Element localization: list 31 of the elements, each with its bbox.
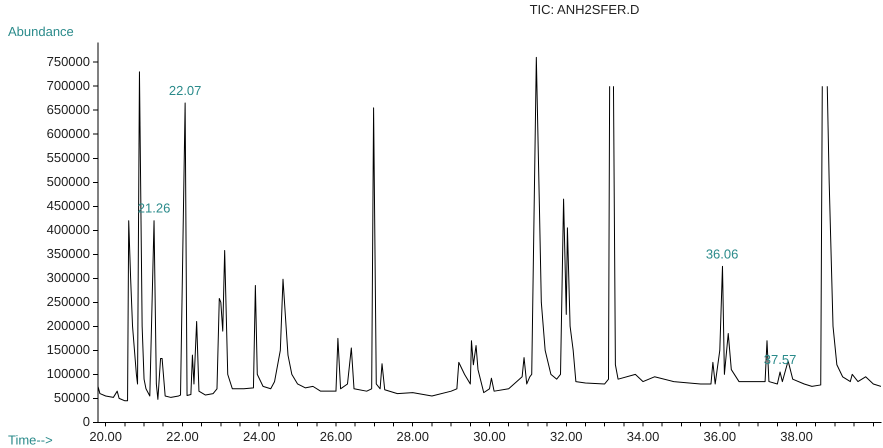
annotation: 22.07 — [168, 83, 202, 98]
y-tick-label: 100000 — [46, 366, 90, 381]
y-tick-label: 0 — [82, 414, 90, 429]
annotation: 36.06 — [706, 246, 738, 262]
x-tick-label: 36.00 — [704, 428, 736, 444]
x-tick-label: 28.00 — [396, 428, 430, 444]
y-tick-label: 600000 — [46, 126, 90, 141]
y-tick-label: 150000 — [46, 342, 90, 357]
x-axis-title: Time--> — [8, 432, 53, 448]
x-tick-label: 30.00 — [473, 428, 506, 444]
y-tick-label: 750000 — [46, 54, 90, 69]
x-tick-label: 20.00 — [89, 428, 122, 444]
y-tick-label: 250000 — [46, 294, 90, 309]
x-tick-label: 22.00 — [166, 428, 199, 444]
x-tick-label: 24.00 — [242, 428, 276, 444]
y-tick-label: 50000 — [54, 390, 90, 405]
x-tick-label: 38.00 — [780, 428, 813, 444]
y-tick-label: 350000 — [46, 246, 90, 261]
x-tick-label: 26.00 — [320, 428, 352, 444]
y-tick-label: 650000 — [46, 102, 90, 117]
y-tick-label: 700000 — [46, 78, 90, 93]
chart-title: TIC: ANH2SFER.D — [530, 2, 640, 17]
x-tick-label: 34.00 — [626, 428, 660, 444]
y-tick-label: 450000 — [46, 198, 90, 213]
y-tick-label: 550000 — [46, 150, 90, 165]
y-tick-label: 500000 — [46, 174, 90, 189]
y-tick-label: 400000 — [46, 222, 90, 237]
y-axis-title: Abundance — [8, 24, 74, 39]
x-tick-label: 32.00 — [550, 428, 583, 444]
y-tick-label: 200000 — [46, 318, 90, 333]
y-tick-label: 300000 — [46, 270, 90, 285]
